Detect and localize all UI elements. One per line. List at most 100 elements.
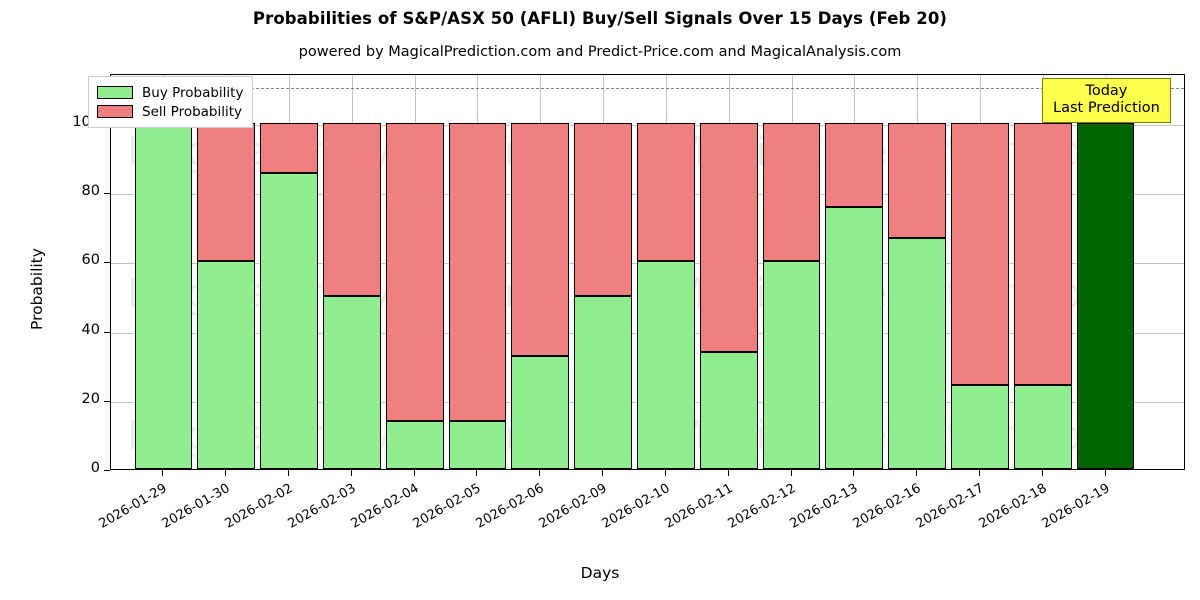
x-axis-tick-mark <box>476 470 478 476</box>
x-axis-tick-mark <box>350 470 352 476</box>
x-axis-tick-label: 2026-01-29 <box>96 481 170 532</box>
x-axis-tick-mark <box>539 470 541 476</box>
x-axis-tick-label: 2026-02-10 <box>599 481 673 532</box>
bar-column[interactable] <box>699 123 758 469</box>
legend-item-sell[interactable]: Sell Probability <box>97 102 243 121</box>
y-axis-tick-label: 80 <box>81 183 100 200</box>
y-axis-tick-mark <box>104 193 110 195</box>
today-annotation-line2: Last Prediction <box>1053 100 1160 117</box>
bar-column[interactable] <box>134 123 193 469</box>
x-axis-tick-mark <box>853 470 855 476</box>
y-axis-tick-label: 40 <box>81 321 100 338</box>
chart-subtitle: powered by MagicalPrediction.com and Pre… <box>298 44 902 60</box>
bar-segment-sell <box>511 123 570 356</box>
x-axis-tick-mark <box>664 470 666 476</box>
x-axis-tick-label: 2026-02-05 <box>411 481 484 532</box>
bar-column[interactable] <box>574 123 632 469</box>
bar-column[interactable] <box>448 123 507 469</box>
bar-column[interactable] <box>1013 123 1072 469</box>
y-axis-label: Probability <box>28 248 46 330</box>
bar-segment-sell <box>574 123 632 296</box>
x-axis-tick-label: 2026-02-13 <box>787 481 861 532</box>
x-axis-tick-label: 2026-02-06 <box>473 481 547 532</box>
bar-segment-buy <box>888 238 947 469</box>
bar-column[interactable] <box>951 123 1009 469</box>
bar-segment-buy <box>260 173 318 469</box>
y-axis-tick-mark <box>104 400 110 402</box>
y-axis-tick-label: 60 <box>81 252 100 269</box>
y-axis-tick-mark <box>104 331 110 333</box>
bar-column[interactable] <box>1076 123 1135 469</box>
x-axis-tick-label: 2026-01-30 <box>159 481 233 532</box>
bar-segment-sell <box>699 123 758 353</box>
bar-segment-sell <box>448 123 507 421</box>
bar-segment-sell <box>322 123 381 296</box>
bar-segment-buy <box>762 261 821 469</box>
bar-column[interactable] <box>825 123 884 469</box>
x-axis-tick-label: 2026-02-11 <box>662 481 736 532</box>
y-axis-tick-label: 20 <box>81 390 100 407</box>
bar-segment-buy <box>197 261 256 469</box>
bar-column[interactable] <box>385 123 444 469</box>
y-axis-tick-label: 0 <box>90 460 100 476</box>
x-axis-tick-label: 2026-02-09 <box>536 481 610 532</box>
today-annotation-line1: Today <box>1085 83 1128 99</box>
bar-column[interactable] <box>197 123 256 469</box>
x-axis-tick-label: 2026-02-16 <box>850 481 924 532</box>
bar-segment-buy <box>1013 384 1072 469</box>
bar-segment-buy <box>385 420 444 469</box>
y-axis-tick-mark <box>104 262 110 264</box>
x-axis-tick-mark <box>162 470 164 476</box>
bar-column[interactable] <box>762 123 821 469</box>
bar-segment-sell <box>197 123 256 262</box>
plot-area: MagicalAnalysis.com MagicalPrediction.co… <box>110 74 1185 470</box>
legend-label-sell: Sell Probability <box>142 103 243 120</box>
bar-segment-buy <box>511 355 570 469</box>
x-axis-tick-mark <box>413 470 415 476</box>
bar-series-group <box>111 75 1184 469</box>
bar-segment-sell <box>762 123 821 262</box>
x-axis-tick-mark <box>727 470 729 476</box>
x-axis-tick-label: 2026-02-12 <box>725 481 799 532</box>
x-axis-tick-label: 2026-02-18 <box>976 481 1050 532</box>
legend-swatch-buy <box>97 86 133 99</box>
y-axis-tick-mark <box>104 470 110 471</box>
x-axis-tick-mark <box>1041 470 1043 476</box>
bar-column[interactable] <box>260 123 318 469</box>
bar-segment-sell <box>825 123 884 208</box>
bar-segment-buy <box>951 384 1009 469</box>
today-annotation: Today Last Prediction <box>1042 78 1171 124</box>
bar-segment-sell <box>637 123 695 262</box>
x-axis-tick-mark <box>916 470 918 476</box>
bar-segment-buy <box>448 420 507 469</box>
bar-segment-sell <box>888 123 947 239</box>
bar-segment-sell <box>385 123 444 421</box>
bar-segment-buy <box>574 296 632 469</box>
x-axis-tick-label: 2026-02-04 <box>348 481 422 532</box>
x-axis-label: Days <box>580 564 620 582</box>
legend-swatch-sell <box>97 105 133 118</box>
bar-column[interactable] <box>511 123 570 469</box>
bar-column[interactable] <box>888 123 947 469</box>
bar-segment-buy <box>637 261 695 469</box>
x-axis-tick-mark <box>1104 470 1106 476</box>
legend-item-buy[interactable]: Buy Probability <box>97 83 243 102</box>
legend-label-buy: Buy Probability <box>142 84 244 101</box>
bar-column[interactable] <box>322 123 381 469</box>
bar-segment-buy <box>134 123 193 469</box>
bar-segment-buy <box>699 352 758 469</box>
bar-column[interactable] <box>637 123 695 469</box>
reference-dash-line <box>111 87 1184 89</box>
x-axis-tick-mark <box>978 470 980 476</box>
bar-segment-buy <box>322 296 381 469</box>
bar-segment-sell <box>951 123 1009 385</box>
bar-segment-sell <box>260 123 318 174</box>
x-axis-tick-label: 2026-02-03 <box>285 481 359 532</box>
x-axis-tick-label: 2026-02-17 <box>913 481 987 532</box>
x-axis-tick-label: 2026-02-19 <box>1039 481 1113 532</box>
chart-title: Probabilities of S&P/ASX 50 (AFLI) Buy/S… <box>252 9 948 28</box>
x-axis-tick-mark <box>225 470 227 476</box>
x-axis-tick-mark <box>790 470 792 476</box>
bar-segment-sell <box>1013 123 1072 385</box>
